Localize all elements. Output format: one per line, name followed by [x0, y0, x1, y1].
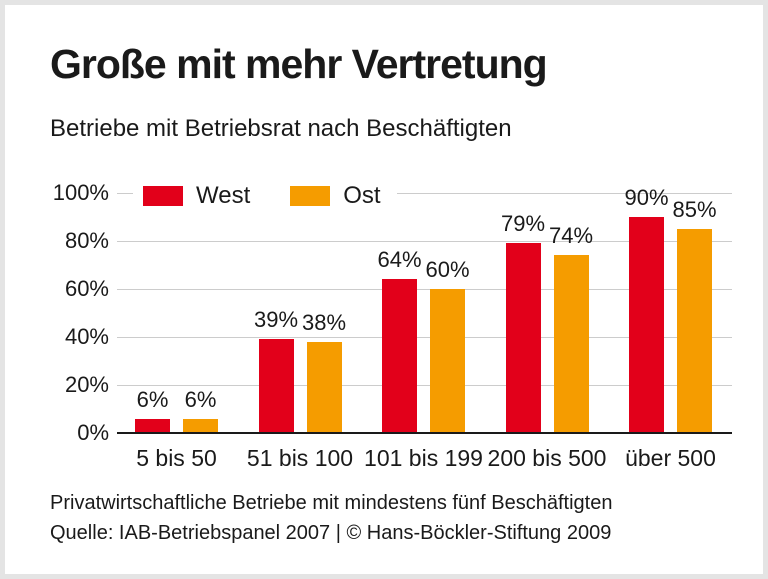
y-tick-0: 0% [77, 420, 109, 445]
bar-west-1 [258, 339, 294, 433]
value-label-west-3: 79% [500, 211, 546, 237]
category-label-0: 5 bis 50 [136, 445, 217, 471]
value-label-west-4: 90% [624, 185, 669, 210]
bar-west-2 [382, 279, 417, 433]
y-tick-100: 100% [52, 180, 109, 205]
chart-title: Große mit mehr Vertretung [50, 41, 548, 87]
footer-note: Privatwirtschaftliche Betriebe mit minde… [50, 492, 613, 514]
y-tick-60: 60% [64, 276, 109, 301]
bar-west-0 [135, 418, 170, 433]
gridline-80 [117, 241, 732, 242]
value-label-ost-2: 60% [425, 257, 470, 282]
gridline-40 [117, 337, 732, 338]
value-label-ost-4: 85% [672, 197, 717, 222]
bar-ost-3 [553, 255, 589, 433]
x-axis-line [117, 432, 732, 434]
value-label-ost-0: 6% [184, 386, 217, 412]
category-label-1: 51 bis 100 [246, 445, 354, 471]
plot-area: West Ost 6% 6% 5 bis 50 39% 38% 51 bis 100 64%… [117, 179, 732, 471]
value-label-west-2: 64% [377, 247, 422, 273]
legend-swatch-west [143, 186, 183, 206]
gridline-60 [117, 289, 732, 290]
legend: West Ost [133, 179, 397, 213]
y-tick-20: 20% [64, 372, 109, 397]
chart-subtitle: Betriebe mit Betriebsrat nach Beschäftig… [50, 115, 512, 142]
footer: Privatwirtschaftliche Betriebe mit minde… [50, 488, 612, 548]
y-axis: 0% 20% 40% 60% 80% 100% [25, 180, 109, 445]
value-label-west-0: 6% [136, 386, 169, 412]
bar-ost-4 [677, 229, 712, 433]
gridline-100 [117, 193, 732, 194]
bar-west-3 [505, 243, 541, 433]
y-tick-80: 80% [64, 228, 109, 253]
bar-ost-0 [183, 418, 218, 433]
category-label-4: über 500 [625, 445, 716, 471]
bar-west-4 [629, 217, 664, 433]
value-label-west-1: 39% [253, 307, 299, 333]
gridline-20 [117, 385, 732, 386]
bar-ost-2 [430, 289, 465, 433]
y-tick-40: 40% [64, 324, 109, 349]
value-label-ost-1: 38% [301, 309, 347, 335]
footer-source: Quelle: IAB-Betriebspanel 2007 | © Hans-… [50, 522, 612, 544]
legend-label-west: West [196, 182, 251, 209]
category-label-3: 200 bis 500 [487, 445, 607, 471]
legend-label-ost: Ost [343, 182, 381, 209]
category-label-2: 101 bis 199 [364, 445, 483, 471]
bar-ost-1 [306, 341, 342, 433]
legend-swatch-ost [290, 186, 331, 206]
value-label-ost-3: 74% [548, 223, 594, 249]
